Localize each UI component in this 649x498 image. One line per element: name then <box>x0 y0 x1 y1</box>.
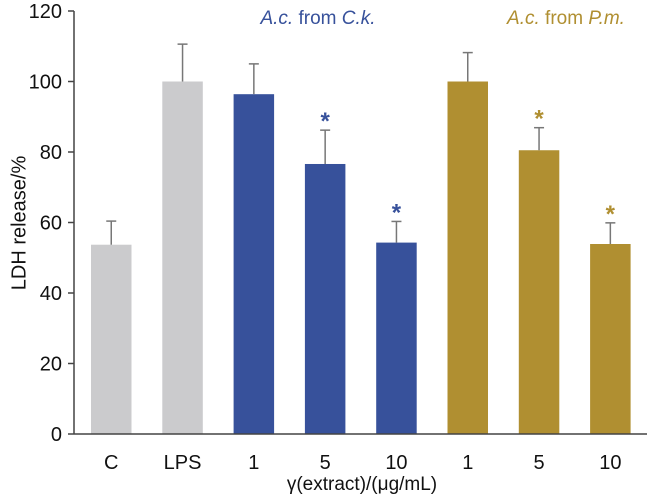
bar <box>590 244 631 434</box>
group-label-pm: A.c. from P.m. <box>506 8 625 29</box>
x-tick-label: LPS <box>164 452 202 474</box>
bar <box>162 81 203 434</box>
y-tick-label: 60 <box>40 213 62 235</box>
x-tick-label: 5 <box>533 452 544 474</box>
significance-marker: * <box>392 199 402 226</box>
significance-marker: * <box>534 106 544 133</box>
bar <box>233 94 275 434</box>
y-tick-label: 120 <box>29 1 62 23</box>
bar <box>518 150 560 435</box>
x-tick-label: 5 <box>320 452 331 474</box>
x-tick-label: C <box>104 452 118 474</box>
x-tick-label: 10 <box>385 452 407 474</box>
group-label-ck: A.c. from C.k. <box>259 8 375 29</box>
significance-marker: * <box>606 201 616 228</box>
y-tick-label: 20 <box>40 354 62 376</box>
y-tick-label: 100 <box>29 72 62 94</box>
y-tick-label: 80 <box>40 142 62 164</box>
bar <box>376 242 417 434</box>
y-axis-label: LDH release/% <box>8 156 30 291</box>
y-tick-label: 40 <box>40 283 62 305</box>
x-tick-label: 10 <box>599 452 621 474</box>
bar <box>447 81 488 434</box>
x-tick-label: 1 <box>462 452 473 474</box>
significance-marker: * <box>320 108 330 135</box>
y-tick-label: 0 <box>51 424 62 446</box>
x-axis-label: γ(extract)/(μg/mL) <box>287 474 437 495</box>
bar <box>304 163 346 435</box>
bar <box>91 244 132 434</box>
x-tick-label: 1 <box>248 452 259 474</box>
